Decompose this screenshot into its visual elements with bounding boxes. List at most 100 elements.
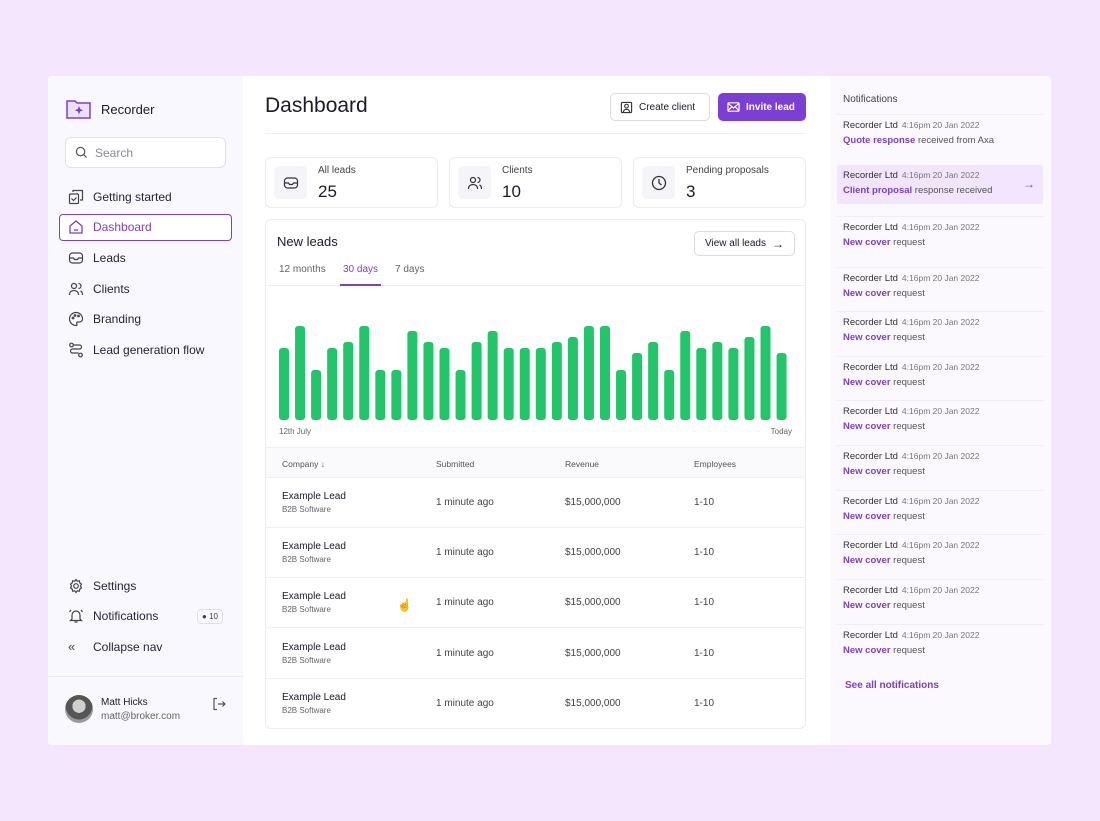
submitted-cell: 1 minute ago: [436, 697, 494, 709]
see-all-notifications-link[interactable]: See all notifications: [845, 680, 939, 691]
chart-bar[interactable]: [455, 370, 466, 420]
notification-item[interactable]: Recorder Ltd 4:16pm 20 Jan 2022 Client pr…: [837, 165, 1043, 204]
avatar[interactable]: [65, 695, 93, 723]
chart-bar[interactable]: [391, 370, 402, 420]
user-email: matt@broker.com: [101, 711, 181, 722]
table-row[interactable]: Example Lead B2B Software 1 minute ago $…: [266, 578, 805, 629]
tab-30-days[interactable]: 30 days: [340, 264, 382, 286]
submitted-cell: 1 minute ago: [436, 647, 494, 659]
chart-bar[interactable]: [712, 342, 723, 420]
notification-item[interactable]: Recorder Ltd 4:16pm 20 Jan 2022 New cover…: [837, 579, 1043, 618]
tab-12-months[interactable]: 12 months: [279, 264, 326, 275]
stat-all-leads[interactable]: All leads 25: [265, 157, 438, 208]
chart-bar[interactable]: [680, 331, 691, 420]
employees-cell: 1-10: [694, 547, 715, 559]
inbox-icon: [274, 166, 307, 199]
logo[interactable]: Recorder: [65, 98, 154, 120]
notification-item[interactable]: Recorder Ltd 4:16pm 20 Jan 2022 New cover…: [837, 400, 1043, 439]
notification-item[interactable]: Recorder Ltd 4:16pm 20 Jan 2022 New cover…: [837, 267, 1043, 306]
arrow-right-icon[interactable]: →: [1023, 177, 1035, 191]
chart-bar[interactable]: [439, 348, 450, 420]
chart-bar[interactable]: [567, 337, 578, 420]
notification-highlight: Quote response: [843, 135, 916, 146]
notification-item[interactable]: Recorder Ltd 4:16pm 20 Jan 2022 New cover…: [837, 445, 1043, 484]
notification-item[interactable]: Recorder Ltd 4:16pm 20 Jan 2022 New cover…: [837, 490, 1043, 529]
column-header-revenue[interactable]: Revenue: [565, 459, 600, 469]
chart-bar[interactable]: [728, 348, 739, 420]
view-all-leads-button[interactable]: View all leads →: [694, 231, 795, 256]
chart-bar[interactable]: [503, 348, 514, 420]
chart-bar[interactable]: [760, 326, 771, 420]
notification-item[interactable]: Recorder Ltd 4:16pm 20 Jan 2022 New cover…: [837, 311, 1043, 350]
chart-bar[interactable]: [664, 370, 675, 420]
nav-item-getting-started[interactable]: Getting started: [59, 183, 232, 210]
invite-lead-button[interactable]: Invite lead: [718, 93, 806, 121]
notification-time: 4:16pm 20 Jan 2022: [901, 317, 980, 327]
chart-bar[interactable]: [519, 348, 530, 420]
nav-label: Branding: [93, 312, 142, 327]
column-header-company[interactable]: Company ↓: [282, 459, 325, 469]
notification-item[interactable]: Recorder Ltd 4:16pm 20 Jan 2022 New cover…: [837, 216, 1043, 255]
chart-bar[interactable]: [535, 348, 546, 420]
table-row[interactable]: Example Lead B2B Software 1 minute ago $…: [266, 528, 805, 579]
collapse-nav-button[interactable]: « Collapse nav: [59, 633, 232, 660]
notification-item[interactable]: Recorder Ltd 4:16pm 20 Jan 2022 New cover…: [837, 624, 1043, 663]
chart-bar[interactable]: [600, 326, 610, 420]
chart-bar[interactable]: [776, 353, 787, 420]
notification-time: 4:16pm 20 Jan 2022: [901, 540, 980, 550]
chart-bar[interactable]: [327, 348, 338, 420]
table-row[interactable]: Example Lead B2B Software 1 minute ago $…: [266, 478, 805, 528]
submitted-cell: 1 minute ago: [436, 497, 494, 508]
chart-bar[interactable]: [279, 348, 289, 420]
column-header-employees[interactable]: Employees: [694, 459, 737, 469]
chart-bar[interactable]: [487, 331, 498, 420]
chart-bar[interactable]: [295, 326, 306, 420]
chart-bar[interactable]: [632, 353, 643, 420]
search-input[interactable]: Search: [65, 137, 226, 168]
nav-item-dashboard[interactable]: Dashboard: [59, 213, 232, 241]
nav-item-clients[interactable]: Clients: [59, 275, 232, 302]
chart-bar[interactable]: [375, 370, 386, 420]
chart-bar[interactable]: [696, 348, 707, 420]
chart-bar[interactable]: [359, 326, 370, 420]
chart-bar[interactable]: [744, 337, 755, 420]
nav-item-leads[interactable]: Leads: [59, 244, 232, 271]
notification-company: Recorder Ltd: [843, 585, 898, 596]
chart-bar[interactable]: [616, 370, 627, 420]
nav-item-settings[interactable]: Settings: [59, 572, 232, 599]
notification-highlight: New cover: [843, 511, 891, 522]
notification-text: request: [890, 421, 925, 432]
chart-bar[interactable]: [471, 342, 482, 420]
create-client-button[interactable]: Create client: [610, 93, 710, 121]
stat-pending-proposals[interactable]: Pending proposals 3: [633, 157, 806, 208]
tab-7-days[interactable]: 7 days: [395, 264, 425, 275]
arrow-down-icon: ↓: [320, 459, 326, 469]
notification-company: Recorder Ltd: [843, 540, 898, 551]
stat-clients[interactable]: Clients 10: [449, 157, 622, 208]
nav-label: Notifications: [93, 609, 159, 624]
nav-label: Dashboard: [93, 220, 152, 235]
notification-item[interactable]: Recorder Ltd 4:16pm 20 Jan 2022 New cover…: [837, 356, 1043, 395]
nav-label: Lead generation flow: [93, 342, 205, 357]
notifications-title: Notifications: [843, 94, 898, 105]
column-header-submitted[interactable]: Submitted: [436, 459, 475, 469]
table-row[interactable]: Example Lead B2B Software 1 minute ago $…: [266, 629, 805, 679]
notification-text: request: [890, 288, 925, 299]
logout-icon[interactable]: [212, 697, 226, 711]
revenue-cell: $15,000,000: [565, 497, 621, 508]
notification-item[interactable]: Recorder Ltd 4:16pm 20 Jan 2022 Quote res…: [837, 114, 1043, 153]
nav-item-notifications[interactable]: Notifications ● 10: [59, 603, 232, 630]
chart-bar[interactable]: [423, 342, 434, 420]
chart-bar[interactable]: [583, 326, 594, 420]
table-row[interactable]: Example Lead B2B Software 1 minute ago $…: [266, 679, 805, 728]
chart-bar[interactable]: [343, 342, 354, 420]
chart-bar[interactable]: [648, 342, 659, 420]
chart-bar[interactable]: [311, 370, 322, 420]
chart-bar[interactable]: [551, 342, 562, 420]
nav-item-lead-generation-flow[interactable]: Lead generation flow: [59, 336, 232, 363]
notification-time: 4:16pm 20 Jan 2022: [901, 362, 980, 372]
chart-bar[interactable]: [407, 331, 418, 420]
notification-item[interactable]: Recorder Ltd 4:16pm 20 Jan 2022 New cover…: [837, 534, 1043, 573]
stat-label: Pending proposals: [686, 165, 769, 176]
nav-item-branding[interactable]: Branding: [59, 306, 232, 333]
